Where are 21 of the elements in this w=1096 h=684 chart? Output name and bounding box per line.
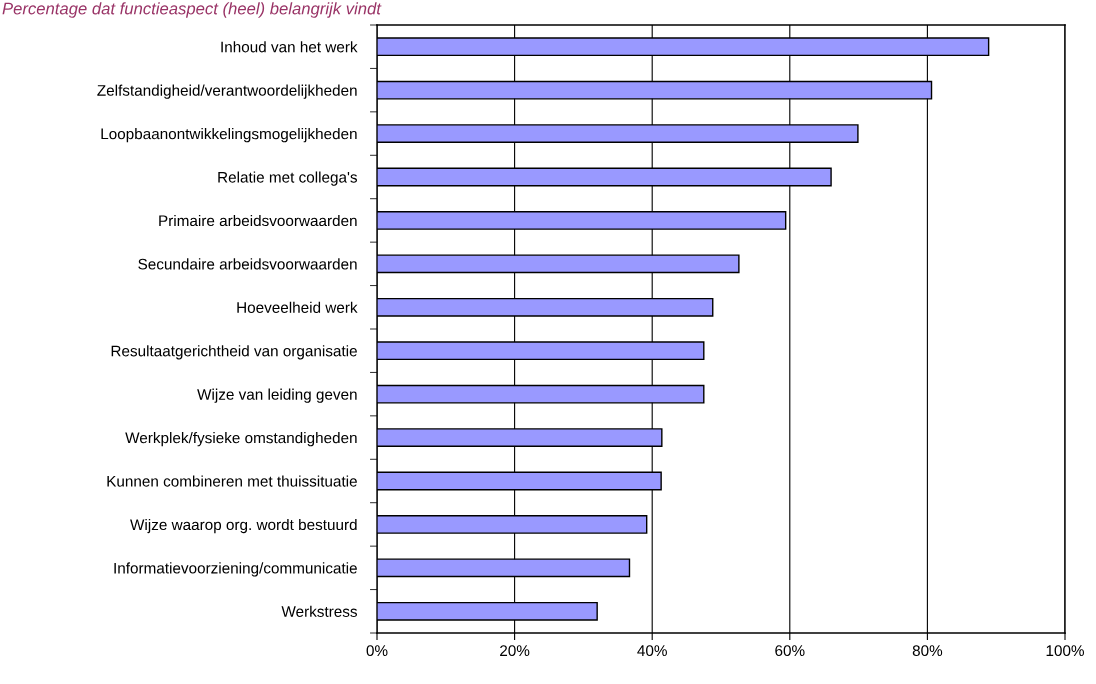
y-tick-label: Informatievoorziening/communicatie [114, 562, 357, 577]
y-tick-label: Werkplek/fysieke omstandigheden [125, 432, 357, 447]
y-tick-label: Kunnen combineren met thuissituatie [107, 475, 357, 487]
y-tick-label: Resultaatgerichtheid van organisatie [111, 345, 357, 360]
x-tick-label: 40% [637, 645, 667, 657]
x-tick-label: 60% [775, 645, 805, 657]
y-tick-label: Secundaire arbeidsvoorwaarden [138, 258, 357, 270]
y-tick-label: Wijze van leiding geven [197, 388, 357, 403]
text: Percentage dat functieaspect (heel) belangrijk vindt [2, 2, 382, 18]
y-tick-label: Inhoud van het werk [221, 41, 358, 53]
x-tick-label: 100% [1046, 645, 1084, 657]
y-tick-label: Wijze waarop org. wordt bestuurd [130, 518, 357, 534]
y-tick-label: Relatie met collega's [218, 171, 358, 186]
y-tick-label: Loopbaanontwikkelingsmogelijkheden [101, 128, 357, 143]
y-tick-label: Hoeveelheid werk [237, 301, 358, 313]
x-tick-label: 0% [366, 645, 388, 657]
x-tick-label: 20% [500, 645, 530, 657]
y-tick-label: Werkstress [281, 605, 358, 617]
y-tick-label: Primaire arbeidsvoorwaarden [159, 214, 357, 227]
y-tick-label: Zelfstandigheid/verantwoordelijkheden [97, 84, 357, 99]
x-tick-label: 80% [912, 645, 943, 657]
